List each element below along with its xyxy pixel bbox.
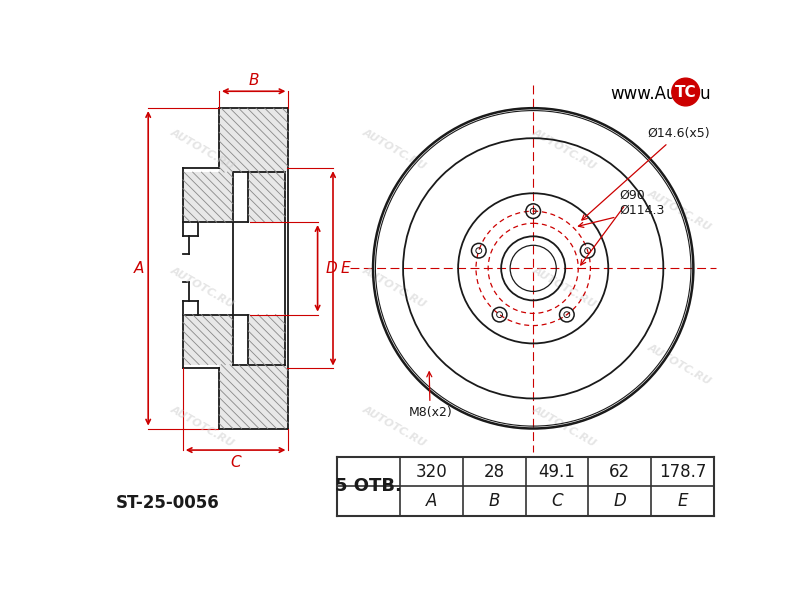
Text: AUTOTC.RU: AUTOTC.RU (646, 188, 713, 233)
Bar (248, 314, 286, 365)
Text: 62: 62 (610, 463, 630, 481)
Text: ST-25-0056: ST-25-0056 (116, 494, 220, 512)
Text: D: D (326, 261, 337, 276)
Bar (219, 108, 288, 172)
Bar (248, 172, 286, 222)
Text: C: C (230, 455, 241, 470)
Text: 5 ОТВ.: 5 ОТВ. (335, 477, 402, 495)
Bar (219, 365, 288, 428)
Text: AUTOTC.RU: AUTOTC.RU (361, 265, 428, 310)
Text: .ru: .ru (689, 85, 711, 103)
Text: 320: 320 (415, 463, 447, 481)
Text: 178.7: 178.7 (659, 463, 706, 481)
Text: Ø90: Ø90 (581, 188, 645, 265)
Text: AUTOTC.RU: AUTOTC.RU (530, 404, 598, 448)
Text: AUTOTC.RU: AUTOTC.RU (169, 265, 236, 310)
Text: C: C (551, 492, 563, 510)
Text: Ø114.3: Ø114.3 (578, 204, 665, 227)
Text: D: D (614, 492, 626, 510)
Text: 28: 28 (484, 463, 505, 481)
Text: Ø14.6(x5): Ø14.6(x5) (582, 127, 710, 220)
Bar (183, 172, 233, 222)
Circle shape (672, 78, 699, 106)
Text: A: A (134, 261, 144, 276)
Text: AUTOTC.RU: AUTOTC.RU (530, 265, 598, 310)
Text: www.Auto: www.Auto (610, 85, 694, 103)
Text: M8(x2): M8(x2) (408, 372, 452, 419)
Text: AUTOTC.RU: AUTOTC.RU (169, 404, 236, 448)
Text: AUTOTC.RU: AUTOTC.RU (646, 343, 713, 387)
Text: E: E (341, 261, 350, 276)
Bar (183, 314, 233, 365)
Text: AUTOTC.RU: AUTOTC.RU (169, 127, 236, 171)
Text: B: B (489, 492, 500, 510)
Text: 49.1: 49.1 (538, 463, 575, 481)
Text: AUTOTC.RU: AUTOTC.RU (361, 404, 428, 448)
Text: AUTOTC.RU: AUTOTC.RU (361, 127, 428, 171)
Text: E: E (678, 492, 688, 510)
Text: A: A (426, 492, 437, 510)
Text: AUTOTC.RU: AUTOTC.RU (530, 127, 598, 171)
Text: B: B (249, 73, 259, 88)
Text: TC: TC (675, 85, 697, 100)
